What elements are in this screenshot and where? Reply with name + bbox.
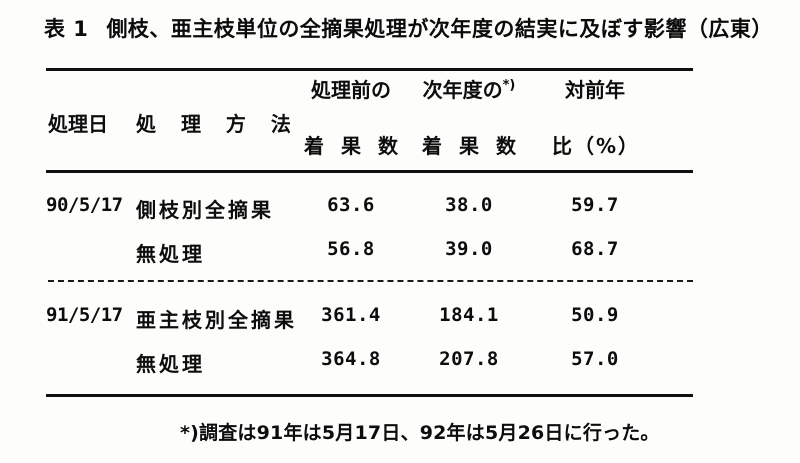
- cell-next-year-count: 207.8: [439, 348, 499, 370]
- header-method-column: 処 理 方 法: [136, 112, 300, 136]
- header-before-line2: 着 果 数: [304, 134, 403, 158]
- cell-date: 90/5/17: [46, 194, 123, 216]
- cell-before-count: 63.6: [327, 194, 375, 216]
- cell-ratio: 50.9: [571, 304, 619, 326]
- table-title-text: 側枝、亜主枝単位の全摘果処理が次年度の結実に及ぼす影響（広東）: [106, 17, 773, 41]
- cell-ratio: 68.7: [571, 238, 619, 260]
- cell-before-count: 364.8: [321, 348, 381, 370]
- table-row: 無処理 56.8 39.0 68.7: [0, 238, 800, 276]
- table-header: 処理日 処 理 方 法 処理前の 着 果 数 次年度の*) 着 果 数 対前年 …: [0, 72, 800, 170]
- header-next-year-line1: 次年度の*): [394, 74, 544, 103]
- cell-treatment: 無処理: [136, 242, 205, 266]
- header-before-line1: 処理前の: [311, 78, 391, 102]
- table-bottom-rule: [46, 394, 693, 397]
- cell-date: 91/5/17: [46, 304, 123, 326]
- table-row: 91/5/17 亜主枝別全摘果 361.4 184.1 50.9: [0, 304, 800, 342]
- cell-before-count: 361.4: [321, 304, 381, 326]
- cell-next-year-count: 38.0: [445, 194, 493, 216]
- cell-next-year-count: 184.1: [439, 304, 499, 326]
- header-next-year-text: 次年度の: [422, 78, 503, 102]
- table-footnote: *)調査は91年は5月17日、92年は5月26日に行った。: [180, 422, 660, 444]
- cell-ratio: 59.7: [571, 194, 619, 216]
- cell-treatment: 亜主枝別全摘果: [136, 308, 297, 332]
- cell-ratio: 57.0: [571, 348, 619, 370]
- header-date-column: 処理日: [48, 112, 108, 136]
- header-ratio-line2: 比（%）: [551, 134, 641, 158]
- table-row: 90/5/17 側枝別全摘果 63.6 38.0 59.7: [0, 194, 800, 232]
- header-ratio-line1: 対前年: [565, 78, 625, 102]
- header-next-year-line2: 着 果 数: [422, 134, 521, 158]
- table-header-rule: [46, 170, 693, 173]
- footnote-marker-icon: *): [502, 78, 516, 93]
- cell-before-count: 56.8: [327, 238, 375, 260]
- table-number-label: 表 1: [44, 17, 89, 41]
- table-title: 表 1 側枝、亜主枝単位の全摘果処理が次年度の結実に及ぼす影響（広東）: [44, 13, 773, 43]
- cell-treatment: 無処理: [136, 352, 205, 376]
- cell-treatment: 側枝別全摘果: [136, 198, 274, 222]
- cell-next-year-count: 39.0: [445, 238, 493, 260]
- table-top-rule: [46, 68, 693, 71]
- table-row: 無処理 364.8 207.8 57.0: [0, 348, 800, 386]
- table-group-separator-dashed: [48, 280, 693, 282]
